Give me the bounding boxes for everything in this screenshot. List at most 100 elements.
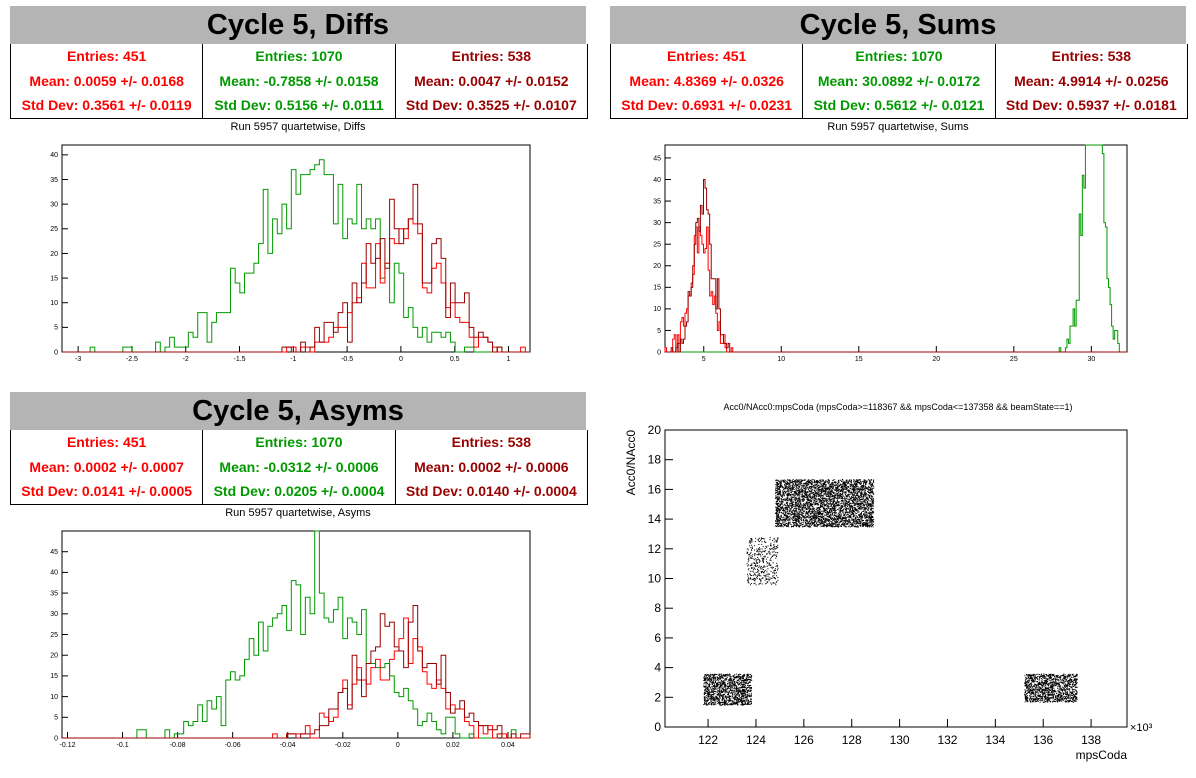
x-tick-label: 0 xyxy=(396,742,400,749)
y-tick-label: 25 xyxy=(50,226,58,233)
entries-label: Entries: 1070 xyxy=(255,48,343,64)
asyms-histogram: -0.12 -0.1 -0.08 -0.06 -0.04 -0.02 0 0.02 0.04 0 5… xyxy=(50,530,531,749)
histogram-series-red xyxy=(62,617,530,739)
x-tick-label: -2.5 xyxy=(126,356,138,363)
y-tick-label: 8 xyxy=(654,601,661,615)
y-tick-label: 10 xyxy=(50,300,58,307)
y-tick-label: 10 xyxy=(653,306,661,313)
diffs-stats-box: Entries: 451 Mean: 0.0059 +/- 0.0168 Std… xyxy=(10,44,588,119)
y-tick-label: 18 xyxy=(648,453,662,467)
x-tick-label: 10 xyxy=(777,356,785,363)
x-tick-label: 134 xyxy=(985,733,1005,747)
histogram-series-dark xyxy=(665,179,1127,353)
mean-label: Mean: 0.0047 +/- 0.0152 xyxy=(414,72,569,89)
x-axis-label: mpsCoda xyxy=(1076,748,1128,762)
entries-label: Entries: 538 xyxy=(1051,48,1131,64)
diffs-stat-red: Entries: 451 Mean: 0.0059 +/- 0.0168 Std… xyxy=(11,44,204,118)
x-tick-label: -1.5 xyxy=(233,356,245,363)
scatter-points xyxy=(703,479,1078,706)
entries-label: Entries: 451 xyxy=(66,48,147,64)
sums-stat-red: Entries: 451 Mean: 4.8369 +/- 0.0326 Std… xyxy=(611,44,804,118)
y-tick-label: 14 xyxy=(648,512,662,526)
x-tick-label: -0.06 xyxy=(225,742,241,749)
y-tick-label: 45 xyxy=(653,155,661,162)
sums-stats-box: Entries: 451 Mean: 4.8369 +/- 0.0326 Std… xyxy=(610,44,1188,119)
y-tick-label: 0 xyxy=(654,720,661,734)
mean-label: Mean: 0.0002 +/- 0.0006 xyxy=(414,458,569,475)
x-tick-label: -1 xyxy=(290,356,296,363)
x-tick-label: 136 xyxy=(1033,733,1053,747)
diffs-banner: Cycle 5, Diffs xyxy=(10,6,586,44)
std-label: Std Dev: 0.5937 +/- 0.0181 xyxy=(1005,97,1177,113)
asyms-stat-dark: Entries: 538 Mean: 0.0002 +/- 0.0006 Std… xyxy=(396,430,587,504)
mean-label: Mean: 30.0892 +/- 0.0172 xyxy=(817,72,981,89)
diffs-hist-title: Run 5957 quartetwise, Diffs xyxy=(230,121,366,133)
y-tick-label: 20 xyxy=(50,251,58,258)
y-tick-label: 35 xyxy=(50,590,58,597)
x-tick-label: 0.5 xyxy=(450,356,460,363)
sums-stat-dark: Entries: 538 Mean: 4.9914 +/- 0.0256 Std… xyxy=(996,44,1187,118)
y-tick-label: 5 xyxy=(657,328,661,335)
x-tick-label: -2 xyxy=(183,356,189,363)
y-tick-label: 25 xyxy=(653,242,661,249)
sums-histogram: 5 10 15 20 25 30 0 5 10 15 20 25 30 35 40 45 xyxy=(653,144,1128,363)
x-tick-label: 20 xyxy=(932,356,940,363)
y-tick-label: 2 xyxy=(654,690,661,704)
y-tick-label: 35 xyxy=(653,198,661,205)
mean-label: Mean: 4.9914 +/- 0.0256 xyxy=(1014,72,1169,89)
y-tick-label: 0 xyxy=(54,349,58,356)
entries-label: Entries: 451 xyxy=(666,48,747,64)
y-tick-label: 40 xyxy=(50,152,58,159)
y-tick-label: 10 xyxy=(50,694,58,701)
y-tick-label: 30 xyxy=(653,220,661,227)
entries-label: Entries: 1070 xyxy=(855,48,943,64)
histogram-series-green xyxy=(62,159,530,353)
asyms-stat-red: Entries: 451 Mean: 0.0002 +/- 0.0007 Std… xyxy=(11,430,204,504)
acc-scatter-plot: 122 124 126 128 130 132 134 136 138 0 2 4 6 8 10 12 14 16… xyxy=(624,423,1153,762)
entries-label: Entries: 1070 xyxy=(255,434,343,450)
y-tick-label: 0 xyxy=(657,349,661,356)
y-tick-label: 15 xyxy=(50,275,58,282)
x-tick-label: 130 xyxy=(890,733,910,747)
std-label: Std Dev: 0.5612 +/- 0.0121 xyxy=(813,97,985,113)
y-tick-label: 5 xyxy=(54,715,58,722)
x-tick-label: 126 xyxy=(794,733,814,747)
x-tick-label: 15 xyxy=(855,356,863,363)
entries-label: Entries: 538 xyxy=(451,434,531,450)
plot-frame xyxy=(664,144,1128,353)
asyms-banner: Cycle 5, Asyms xyxy=(10,392,586,430)
std-label: Std Dev: 0.0140 +/- 0.0004 xyxy=(405,483,577,499)
y-tick-label: 15 xyxy=(50,673,58,680)
y-tick-label: 16 xyxy=(648,482,662,496)
y-tick-label: 5 xyxy=(54,325,58,332)
mean-label: Mean: -0.7858 +/- 0.0158 xyxy=(219,72,379,89)
y-axis-label: Acc0/NAcc0 xyxy=(624,430,638,496)
y-tick-label: 30 xyxy=(50,611,58,618)
diffs-stat-green: Entries: 1070 Mean: -0.7858 +/- 0.0158 S… xyxy=(203,44,396,118)
y-tick-label: 45 xyxy=(50,549,58,556)
x-tick-label: -0.5 xyxy=(341,356,353,363)
std-label: Std Dev: 0.3561 +/- 0.0119 xyxy=(21,97,192,113)
std-label: Std Dev: 0.6931 +/- 0.0231 xyxy=(621,97,793,113)
x-tick-label: 138 xyxy=(1081,733,1101,747)
mean-label: Mean: 0.0059 +/- 0.0168 xyxy=(29,72,184,89)
y-tick-label: 25 xyxy=(50,632,58,639)
x-tick-label: 25 xyxy=(1010,356,1018,363)
x-tick-label: 132 xyxy=(937,733,957,747)
x-tick-label: 128 xyxy=(842,733,862,747)
x-tick-label: 1 xyxy=(507,356,511,363)
sums-hist-title: Run 5957 quartetwise, Sums xyxy=(827,121,969,133)
sums-banner: Cycle 5, Sums xyxy=(610,6,1186,44)
x-tick-label: 0.02 xyxy=(446,742,460,749)
y-tick-label: 40 xyxy=(50,570,58,577)
x-tick-label: 30 xyxy=(1087,356,1095,363)
std-label: Std Dev: 0.5156 +/- 0.0111 xyxy=(214,97,384,113)
y-tick-label: 0 xyxy=(54,735,58,742)
histogram-series-dark xyxy=(62,183,530,353)
entries-label: Entries: 451 xyxy=(66,434,147,450)
y-tick-label: 20 xyxy=(50,653,58,660)
histogram-series-red xyxy=(62,218,530,353)
x-tick-label: -0.04 xyxy=(280,742,296,749)
x-tick-label: 5 xyxy=(702,356,706,363)
